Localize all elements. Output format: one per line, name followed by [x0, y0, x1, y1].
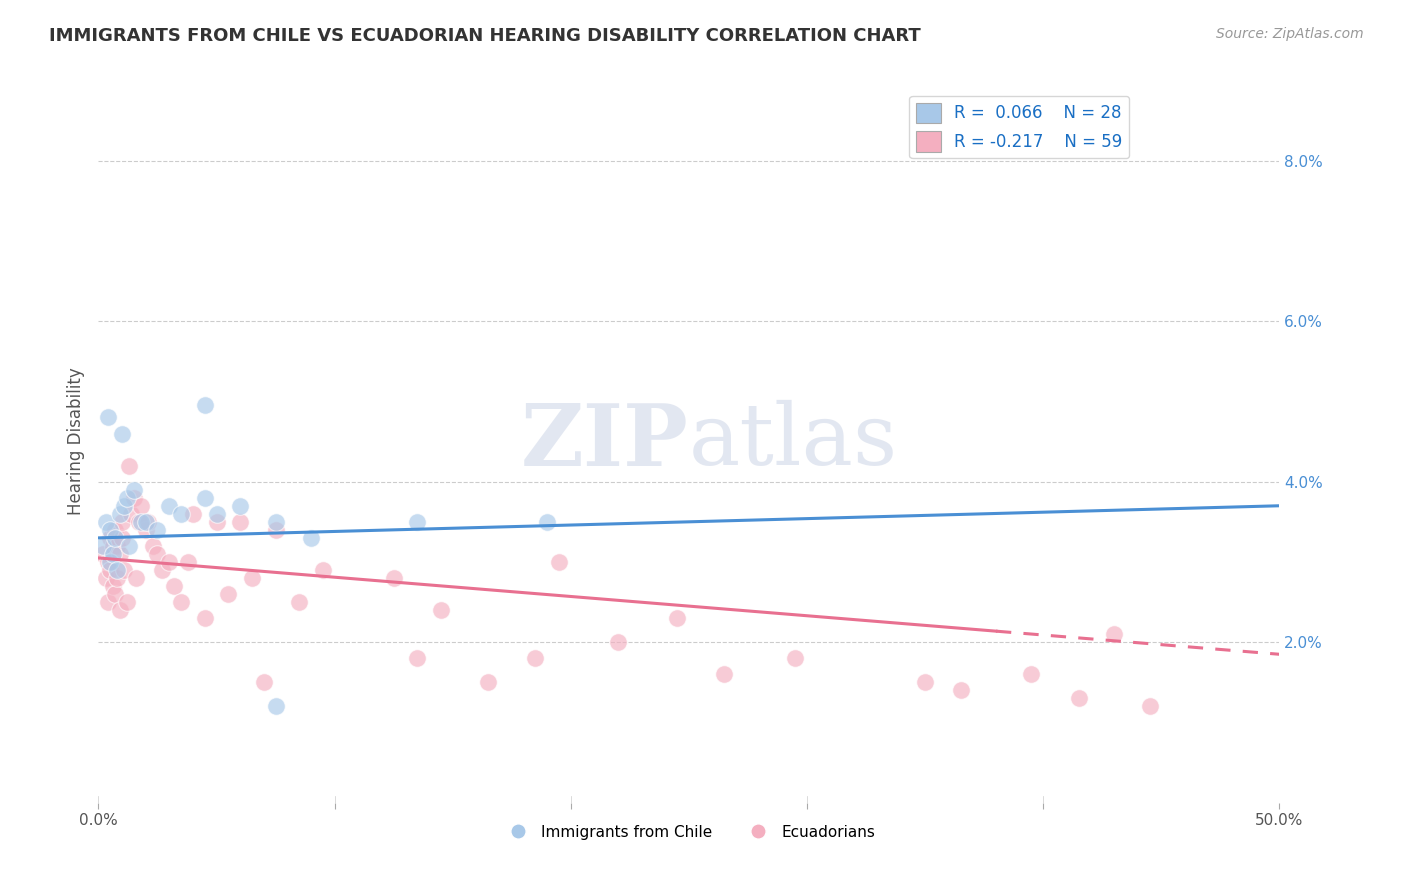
Point	[406, 515, 429, 529]
Point	[1139, 699, 1161, 714]
Point	[112, 563, 135, 577]
Point	[115, 595, 138, 609]
Point	[157, 555, 180, 569]
Point	[288, 595, 311, 609]
Point	[194, 398, 217, 412]
Point	[229, 515, 252, 529]
Point	[91, 539, 114, 553]
Point	[194, 491, 217, 505]
Point	[1021, 667, 1043, 681]
Y-axis label: Hearing Disability: Hearing Disability	[66, 368, 84, 516]
Point	[666, 611, 689, 625]
Point	[129, 515, 152, 529]
Point	[382, 571, 405, 585]
Point	[97, 410, 120, 425]
Point	[105, 539, 128, 553]
Point	[430, 603, 453, 617]
Point	[253, 675, 276, 690]
Point	[205, 507, 228, 521]
Point	[170, 595, 193, 609]
Point	[312, 563, 335, 577]
Point	[299, 531, 322, 545]
Point	[536, 515, 558, 529]
Point	[101, 547, 124, 561]
Point	[128, 515, 150, 529]
Point	[101, 579, 124, 593]
Point	[181, 507, 204, 521]
Point	[94, 571, 117, 585]
Point	[115, 491, 138, 505]
Point	[118, 458, 141, 473]
Point	[136, 515, 159, 529]
Point	[105, 571, 128, 585]
Point	[607, 635, 630, 649]
Point	[177, 555, 200, 569]
Point	[949, 683, 972, 698]
Point	[97, 555, 120, 569]
Legend: Immigrants from Chile, Ecuadorians: Immigrants from Chile, Ecuadorians	[496, 819, 882, 846]
Point	[229, 499, 252, 513]
Point	[1102, 627, 1125, 641]
Point	[194, 611, 217, 625]
Point	[217, 587, 239, 601]
Point	[111, 531, 134, 545]
Point	[170, 507, 193, 521]
Point	[264, 523, 287, 537]
Point	[101, 539, 124, 553]
Point	[548, 555, 571, 569]
Point	[111, 515, 134, 529]
Point	[105, 563, 128, 577]
Text: ZIP: ZIP	[522, 400, 689, 483]
Point	[240, 571, 263, 585]
Point	[142, 539, 165, 553]
Point	[406, 651, 429, 665]
Point	[98, 563, 121, 577]
Point	[914, 675, 936, 690]
Point	[104, 523, 127, 537]
Point	[98, 523, 121, 537]
Point	[111, 426, 134, 441]
Point	[125, 571, 148, 585]
Point	[135, 523, 157, 537]
Point	[121, 507, 143, 521]
Point	[150, 563, 173, 577]
Point	[97, 595, 120, 609]
Point	[122, 491, 145, 505]
Point	[135, 515, 157, 529]
Point	[264, 515, 287, 529]
Point	[122, 483, 145, 497]
Point	[146, 547, 169, 561]
Point	[112, 499, 135, 513]
Text: IMMIGRANTS FROM CHILE VS ECUADORIAN HEARING DISABILITY CORRELATION CHART: IMMIGRANTS FROM CHILE VS ECUADORIAN HEAR…	[49, 27, 921, 45]
Point	[108, 507, 131, 521]
Point	[129, 499, 152, 513]
Point	[108, 547, 131, 561]
Point	[98, 531, 121, 545]
Point	[163, 579, 186, 593]
Point	[91, 547, 114, 561]
Point	[157, 499, 180, 513]
Point	[264, 699, 287, 714]
Point	[94, 515, 117, 529]
Point	[524, 651, 547, 665]
Point	[104, 531, 127, 545]
Point	[98, 555, 121, 569]
Text: Source: ZipAtlas.com: Source: ZipAtlas.com	[1216, 27, 1364, 41]
Point	[205, 515, 228, 529]
Text: atlas: atlas	[689, 400, 898, 483]
Point	[477, 675, 499, 690]
Point	[785, 651, 807, 665]
Point	[146, 523, 169, 537]
Point	[118, 539, 141, 553]
Point	[104, 587, 127, 601]
Point	[713, 667, 735, 681]
Point	[108, 603, 131, 617]
Point	[1067, 691, 1090, 706]
